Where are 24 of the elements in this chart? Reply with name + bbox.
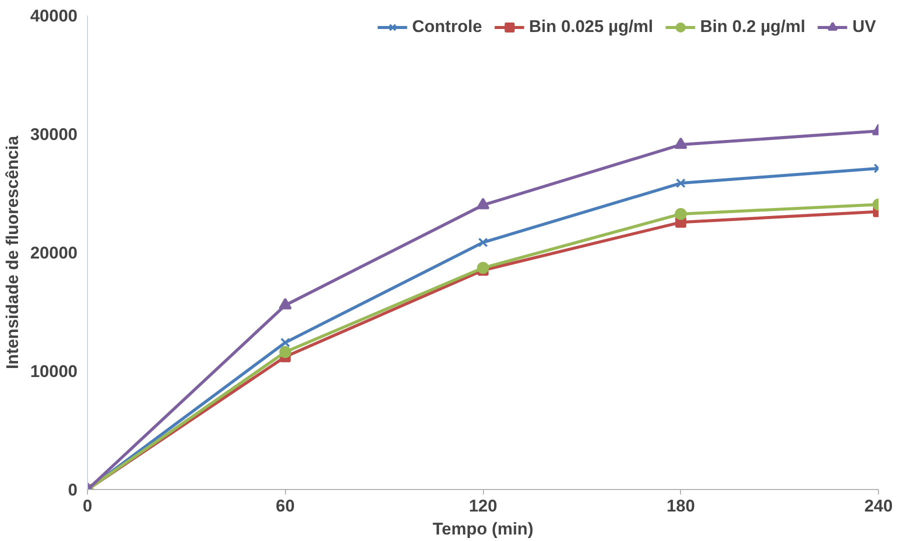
x-tick-label: 60 [276, 496, 295, 516]
point [477, 262, 489, 274]
point [478, 238, 488, 248]
y-tick-label: 40000 [30, 6, 78, 26]
x-tick-label: 0 [82, 496, 92, 516]
point [674, 208, 687, 220]
x-tick-label: 120 [468, 496, 498, 516]
point [279, 346, 292, 358]
y-axis-title: Intensidade de fluorescência [3, 135, 22, 370]
x-tick-label: 240 [864, 496, 893, 516]
y-tick-label: 30000 [30, 125, 78, 144]
legend-label: UV [852, 17, 876, 37]
legend-label: Controle [412, 17, 482, 37]
legend-label: Bin 0.025 µg/ml [529, 17, 654, 37]
point [476, 198, 490, 210]
y-tick-label: 0 [68, 480, 78, 500]
point [674, 137, 688, 149]
legend-label: Bin 0.2 µg/ml [700, 17, 806, 37]
y-tick-label: 20000 [30, 244, 78, 262]
point [676, 178, 686, 188]
x-tick-label: 180 [666, 496, 695, 516]
point [280, 338, 290, 348]
y-tick-label: 10000 [30, 362, 78, 381]
x-axis-title: Tempo (min) [432, 520, 534, 538]
